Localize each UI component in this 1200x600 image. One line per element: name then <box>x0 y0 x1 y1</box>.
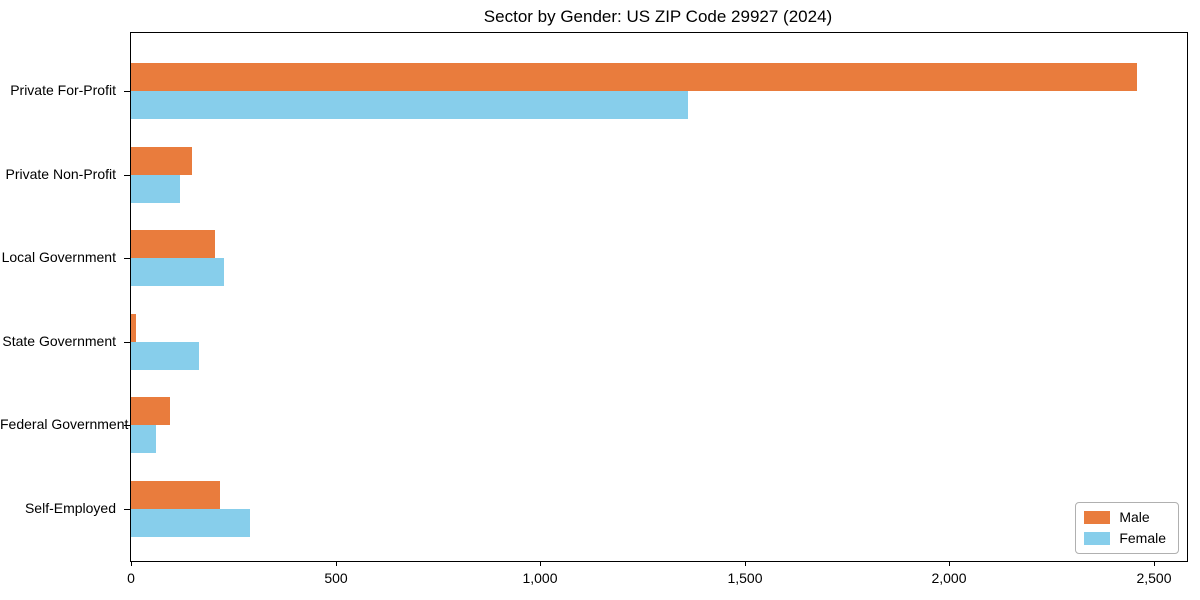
x-axis-tick <box>540 561 541 566</box>
bar-male-self-employed <box>131 480 220 509</box>
bar-female-self-employed <box>131 508 250 537</box>
bar-male-federal-government <box>131 397 170 425</box>
x-axis-tick-label: 1,500 <box>727 570 763 586</box>
x-axis-tick-label: 500 <box>324 570 348 586</box>
y-axis-tick <box>124 91 131 92</box>
y-axis-category-label: Self-Employed <box>24 499 116 516</box>
x-axis-tick-label: 0 <box>127 570 135 586</box>
legend: Male Female <box>1075 502 1179 554</box>
legend-item-female: Female <box>1084 531 1166 546</box>
bar-male-private-for-profit <box>131 63 1137 91</box>
x-axis-tick-label: 2,000 <box>931 570 967 586</box>
legend-item-male: Male <box>1084 510 1166 525</box>
x-axis-tick <box>745 561 746 566</box>
bar-female-federal-government <box>131 425 156 453</box>
y-axis-category-label: State Government <box>2 332 116 349</box>
x-axis-tick <box>131 561 132 566</box>
bar-female-private-for-profit <box>131 91 688 119</box>
y-axis-category-label: Private For-Profit <box>10 82 116 98</box>
y-axis-category-label: Private Non-Profit <box>5 165 116 182</box>
legend-label: Male <box>1119 509 1150 525</box>
bar-male-state-government <box>131 313 136 342</box>
bar-male-private-non-profit <box>131 146 192 175</box>
y-axis-category-label: Local Government <box>1 249 116 265</box>
y-axis-tick <box>124 258 131 259</box>
bar-female-private-non-profit <box>131 174 180 203</box>
x-axis-tick-label: 2,500 <box>1136 570 1172 586</box>
chart-title: Sector by Gender: US ZIP Code 29927 (202… <box>483 7 833 26</box>
x-axis-tick <box>1154 561 1155 566</box>
legend-swatch-female <box>1084 532 1111 545</box>
y-axis-tick <box>124 341 131 343</box>
y-axis-category-label: Federal Government <box>0 416 129 432</box>
bar-female-local-government <box>131 258 224 286</box>
plot-area: 0 500 1,000 1,500 2,000 2,500 Male Female <box>124 32 1188 586</box>
y-axis-tick <box>124 425 131 426</box>
bar-female-state-government <box>131 341 199 370</box>
y-axis-tick <box>124 508 131 510</box>
legend-label: Female <box>1119 530 1166 546</box>
x-axis-tick-label: 1,000 <box>522 570 558 586</box>
y-axis-tick <box>124 174 131 176</box>
x-axis-tick <box>949 561 950 566</box>
bar-male-local-government <box>131 230 215 258</box>
legend-swatch-male <box>1084 511 1111 524</box>
x-axis-tick <box>336 561 337 566</box>
